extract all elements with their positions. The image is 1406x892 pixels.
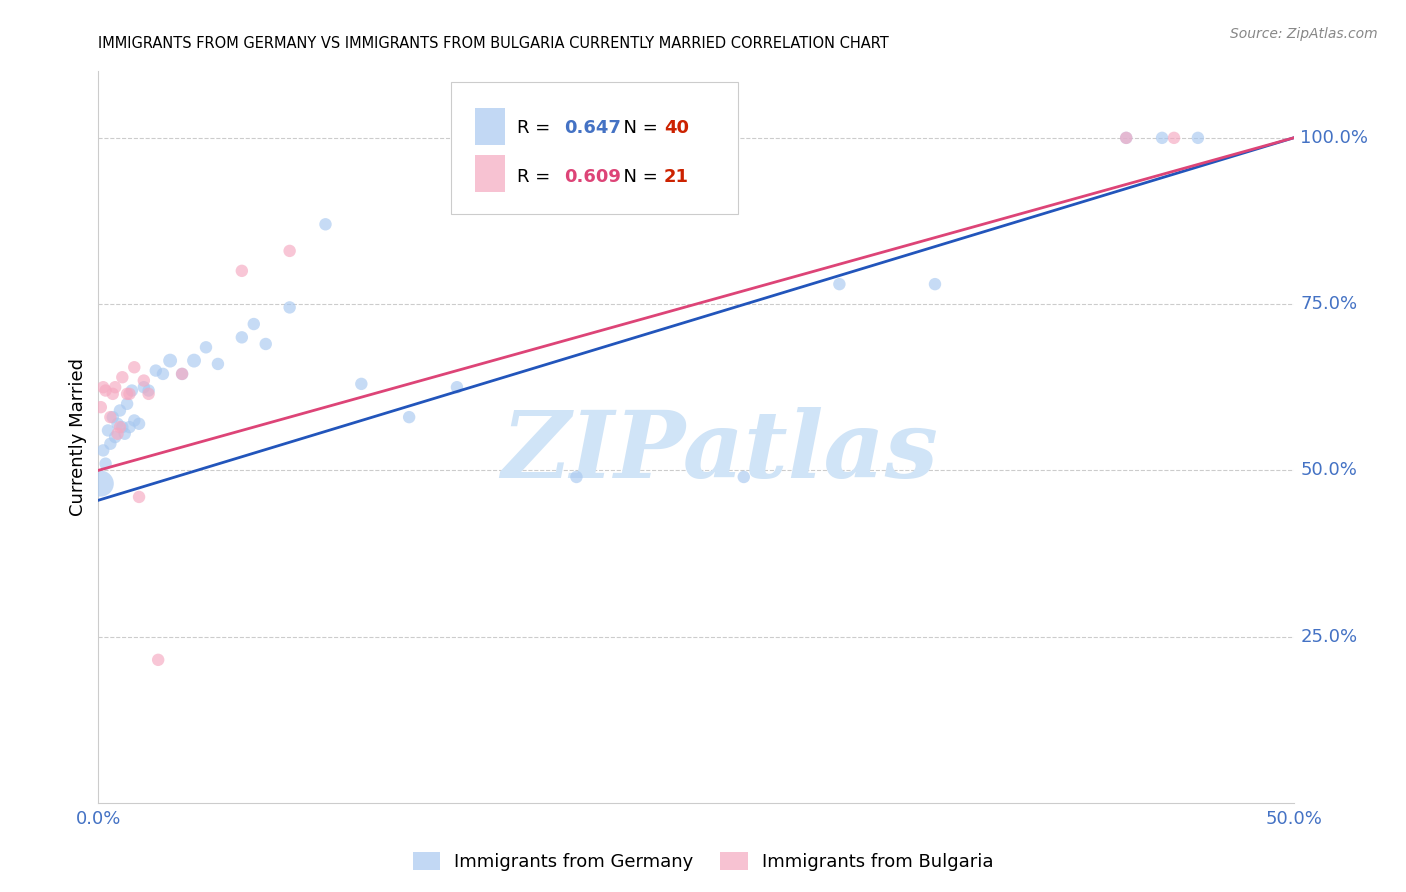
- Point: [90, 476, 112, 491]
- Point: [111, 370, 134, 384]
- Point: [231, 330, 253, 344]
- Point: [138, 387, 160, 401]
- Point: [97, 424, 120, 438]
- Point: [115, 397, 138, 411]
- Point: [243, 317, 266, 331]
- Text: IMMIGRANTS FROM GERMANY VS IMMIGRANTS FROM BULGARIA CURRENTLY MARRIED CORRELATIO: IMMIGRANTS FROM GERMANY VS IMMIGRANTS FR…: [98, 36, 889, 51]
- Point: [350, 376, 373, 391]
- Point: [924, 277, 946, 292]
- Text: 100.0%: 100.0%: [1301, 128, 1368, 147]
- Point: [101, 387, 124, 401]
- Text: N =: N =: [612, 120, 664, 137]
- Text: 21: 21: [664, 169, 689, 186]
- Point: [132, 380, 155, 394]
- Point: [1115, 131, 1137, 145]
- Point: [90, 400, 112, 414]
- Point: [1115, 131, 1137, 145]
- Point: [114, 426, 136, 441]
- Point: [231, 264, 253, 278]
- Point: [145, 363, 167, 377]
- Legend: Immigrants from Germany, Immigrants from Bulgaria: Immigrants from Germany, Immigrants from…: [405, 845, 1001, 879]
- Point: [194, 340, 217, 354]
- Point: [398, 410, 420, 425]
- Point: [91, 380, 114, 394]
- Point: [138, 384, 160, 398]
- Text: 75.0%: 75.0%: [1301, 295, 1358, 313]
- Point: [315, 217, 337, 231]
- Point: [108, 403, 131, 417]
- Point: [565, 470, 588, 484]
- Point: [98, 436, 122, 450]
- Text: 0.647: 0.647: [565, 120, 621, 137]
- Point: [108, 420, 131, 434]
- Point: [172, 367, 194, 381]
- Bar: [475, 108, 505, 145]
- Text: ZIPatlas: ZIPatlas: [502, 407, 938, 497]
- Point: [254, 337, 277, 351]
- Text: 40: 40: [664, 120, 689, 137]
- Text: 50.0%: 50.0%: [1301, 461, 1357, 479]
- Point: [207, 357, 229, 371]
- Point: [172, 367, 194, 381]
- Point: [132, 374, 155, 388]
- Bar: [475, 155, 505, 192]
- Text: N =: N =: [612, 169, 664, 186]
- Y-axis label: Currently Married: Currently Married: [69, 358, 87, 516]
- Point: [128, 417, 150, 431]
- Point: [1187, 131, 1209, 145]
- Point: [118, 387, 141, 401]
- Point: [446, 380, 468, 394]
- Point: [733, 470, 755, 484]
- Point: [111, 420, 134, 434]
- Point: [91, 443, 114, 458]
- Point: [121, 384, 143, 398]
- Point: [183, 353, 205, 368]
- Point: [104, 430, 127, 444]
- Point: [124, 360, 146, 375]
- Point: [159, 353, 181, 368]
- Point: [278, 301, 301, 315]
- Point: [107, 426, 129, 441]
- Point: [1150, 131, 1173, 145]
- Point: [118, 420, 141, 434]
- Point: [152, 367, 174, 381]
- Point: [94, 457, 117, 471]
- Point: [128, 490, 150, 504]
- Point: [98, 410, 122, 425]
- Text: R =: R =: [517, 120, 555, 137]
- Text: 25.0%: 25.0%: [1301, 628, 1358, 646]
- Point: [1163, 131, 1185, 145]
- Point: [107, 417, 129, 431]
- FancyBboxPatch shape: [451, 82, 738, 214]
- Point: [101, 410, 124, 425]
- Point: [148, 653, 170, 667]
- Point: [104, 380, 127, 394]
- Point: [94, 384, 117, 398]
- Point: [278, 244, 301, 258]
- Point: [124, 413, 146, 427]
- Text: 0.609: 0.609: [565, 169, 621, 186]
- Point: [115, 387, 138, 401]
- Point: [828, 277, 851, 292]
- Text: R =: R =: [517, 169, 555, 186]
- Text: Source: ZipAtlas.com: Source: ZipAtlas.com: [1230, 27, 1378, 41]
